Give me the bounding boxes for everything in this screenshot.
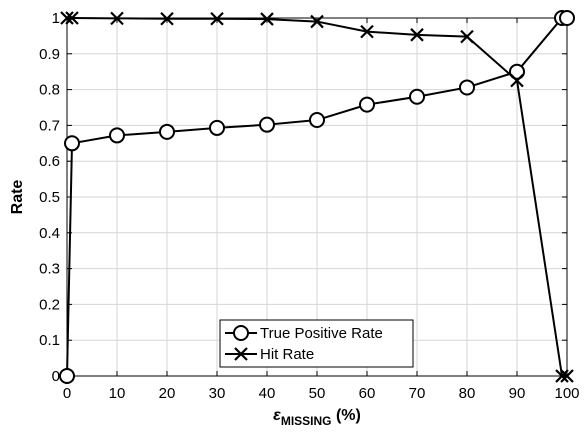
- data-point: [109, 127, 125, 144]
- y-tick-label: 0.7: [39, 117, 60, 134]
- x-tick-label: 90: [509, 385, 526, 402]
- legend-label: True Positive Rate: [260, 325, 383, 342]
- x-tick-label: 40: [259, 385, 276, 402]
- x-axis-label: εMISSING (%): [273, 407, 361, 428]
- x-tick-label: 60: [359, 385, 376, 402]
- y-tick-label: 0.1: [39, 332, 60, 349]
- axis-ticks: 0 10 20 30 40 50 60 70 80 90 100 0 0.1 0.2 0.3 0.4 0.5 0.…: [39, 10, 579, 402]
- y-tick-label: 0: [52, 368, 60, 385]
- data-point: [310, 14, 324, 29]
- y-tick-label: 0.9: [39, 46, 60, 63]
- data-point: [160, 11, 174, 26]
- x-tick-label: 80: [459, 385, 476, 402]
- legend-item: True Positive Rate: [225, 325, 383, 342]
- series-layer: [59, 10, 575, 384]
- y-tick-label: 0.5: [39, 189, 60, 206]
- data-point: [510, 73, 524, 88]
- y-tick-label: 0.2: [39, 296, 60, 313]
- data-point: [159, 123, 175, 140]
- x-axis-label-symbol: ε: [273, 407, 281, 424]
- data-point: [460, 29, 474, 44]
- data-point: [559, 10, 575, 26]
- data-point: [409, 88, 425, 105]
- legend: True Positive Rate Hit Rate: [219, 319, 414, 368]
- x-tick-label: 50: [309, 385, 326, 402]
- y-tick-label: 0.3: [39, 261, 60, 278]
- data-point: [209, 119, 225, 136]
- x-axis-label-subscript: MISSING: [281, 414, 332, 428]
- data-point: [309, 112, 325, 129]
- legend-marker: [234, 347, 248, 361]
- y-axis-label: Rate: [9, 180, 26, 215]
- x-tick-label: 0: [63, 385, 71, 402]
- legend-box: [219, 319, 414, 368]
- y-tick-label: 1: [52, 10, 60, 27]
- data-point: [64, 135, 80, 152]
- data-point: [560, 369, 574, 383]
- data-point: [555, 369, 569, 383]
- x-tick-label: 30: [209, 385, 226, 402]
- legend-marker: [233, 325, 249, 341]
- data-point: [410, 28, 424, 42]
- y-tick-label: 0.8: [39, 82, 60, 99]
- data-point: [459, 79, 475, 96]
- x-axis-label-suffix: (%): [332, 407, 361, 424]
- legend-item: Hit Rate: [225, 346, 314, 363]
- data-point: [210, 11, 224, 26]
- data-point: [259, 116, 275, 133]
- x-tick-label: 70: [409, 385, 426, 402]
- x-tick-label: 10: [109, 385, 126, 402]
- data-point: [359, 96, 375, 113]
- series-true-positive-rate: [59, 10, 575, 384]
- data-point: [59, 368, 75, 384]
- data-point: [260, 12, 274, 26]
- x-tick-label: 100: [554, 385, 579, 402]
- y-tick-label: 0.6: [39, 153, 60, 170]
- data-point: [60, 11, 74, 25]
- data-point: [110, 11, 124, 26]
- series-hit-rate: [60, 11, 574, 383]
- data-point: [360, 24, 374, 39]
- x-tick-label: 20: [159, 385, 176, 402]
- data-point: [65, 11, 79, 25]
- y-tick-label: 0.4: [39, 225, 60, 242]
- data-point: [509, 63, 525, 80]
- legend-label: Hit Rate: [260, 346, 314, 363]
